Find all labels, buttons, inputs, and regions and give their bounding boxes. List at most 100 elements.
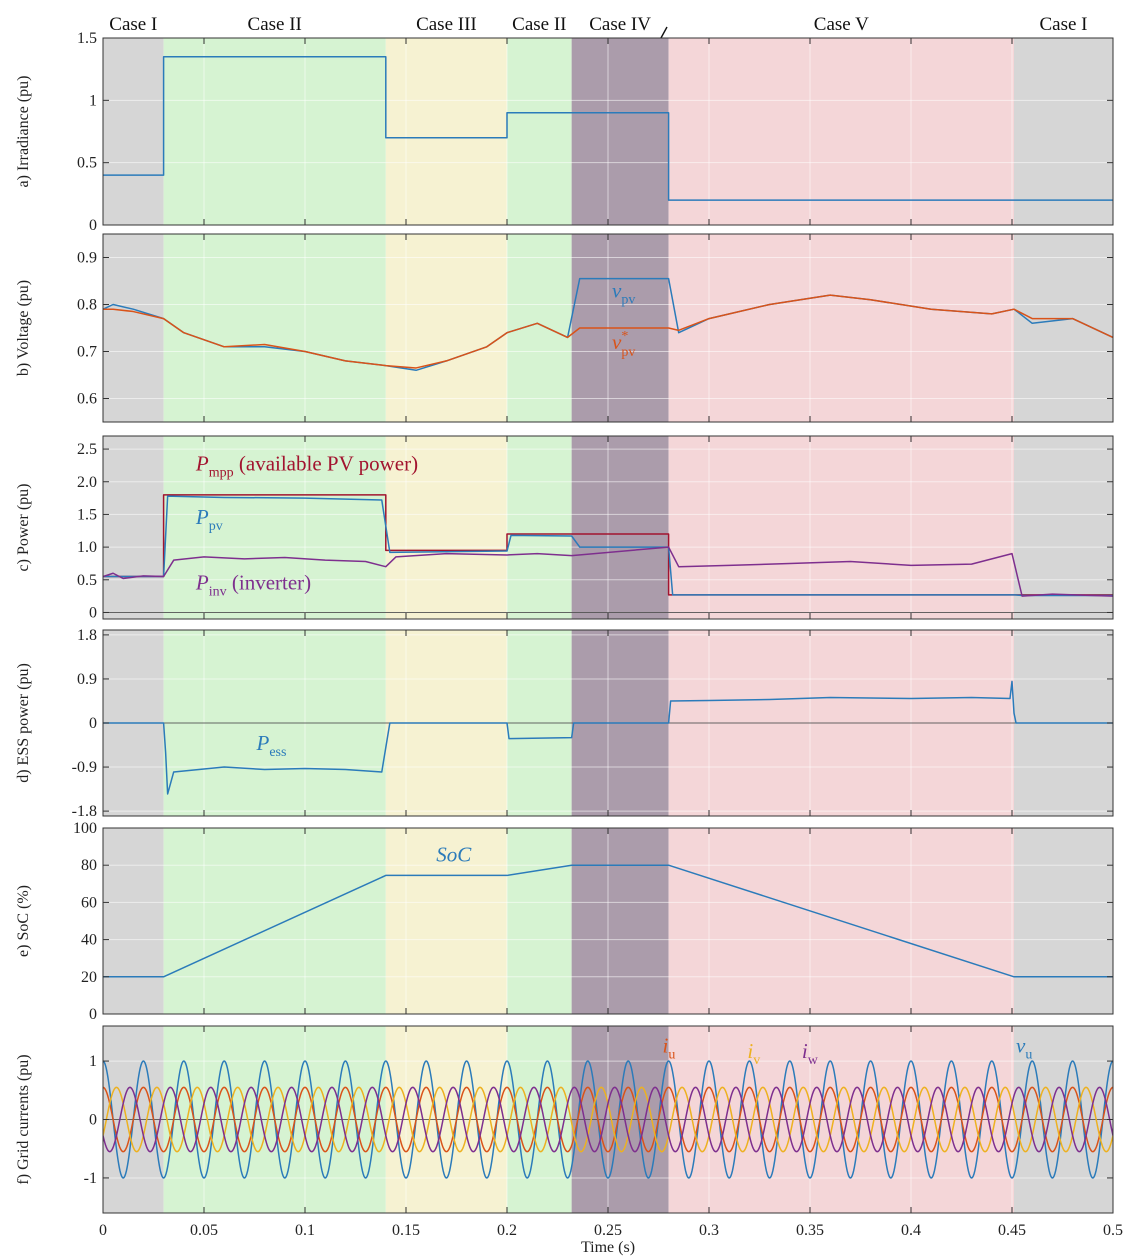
y-tick-label: -0.9 [72,759,97,776]
case-label: Case II [512,14,566,35]
case-label: Case III [416,14,477,35]
annotation-grid-0: iu [663,1033,676,1062]
x-tick-label: 0.3 [699,1222,719,1239]
case-band [1014,38,1113,225]
case-band [668,38,1015,225]
annotation-subscript: mpp [209,466,234,481]
x-tick-label: 0.2 [497,1222,517,1239]
case-band [163,38,386,225]
annotation-voltage-0: vpv [612,278,635,307]
case-band [507,436,572,619]
y-axis-label: e) SoC (%) [15,885,32,957]
y-tick-label: -1 [84,1170,97,1187]
x-tick-label: 0.35 [796,1222,824,1239]
x-tick-label: 0.45 [998,1222,1026,1239]
case-band [385,234,507,422]
annotation-symbol: P [195,505,209,529]
y-tick-label: 0 [89,217,97,234]
case-band [507,828,572,1014]
y-tick-label: 40 [81,932,97,949]
x-tick-label: 0.05 [190,1222,218,1239]
annotation-grid-2: iw [802,1039,819,1068]
series-grid-0 [103,1060,1113,1179]
case-band [1014,234,1113,422]
annotation-grid-3: vu [1016,1033,1032,1062]
y-tick-label: 1 [89,1053,97,1070]
series-group [103,494,1113,597]
case-band [163,828,386,1014]
case-band [571,436,669,619]
annotation-subscript: pv [209,519,223,534]
annotation-voltage-1: v* pv [612,329,635,360]
case-band [103,234,164,422]
y-axis-label: a) Irradiance (pu) [15,76,32,188]
case-band [103,38,164,225]
series-grid-3 [103,1086,1113,1153]
series-power-1 [103,495,1113,597]
annotation-power-2: Pinv (inverter) [195,571,311,600]
annotation-power-0: Pmpp (available PV power) [195,452,418,481]
annotation-power-1: Ppv [195,505,223,534]
annotation-ess-0: Pess [256,731,287,760]
series-group [103,1060,1113,1179]
y-tick-label: 2.0 [77,474,97,491]
y-tick-label: 2.5 [77,441,97,458]
annotation-subscript: u [668,1047,675,1062]
annotation-subscript: pv [621,345,635,360]
y-axis-label: f) Grid currents (pu) [15,1054,32,1184]
annotation-subscript: u [1025,1047,1032,1062]
annotation-symbol: P [195,452,209,476]
case-band [103,436,164,619]
annotation-superscript: * [621,329,628,344]
x-tick-label: 0.4 [901,1222,921,1239]
case-label: Case V [814,14,869,35]
case-band [103,828,164,1014]
x-tick-label: 0.25 [594,1222,622,1239]
series-group [103,680,1113,795]
panel-grid: iu iv iw vu -1 0 1 f) Grid currents (pu) [15,1025,1114,1214]
series-group [103,864,1113,978]
case-band [385,38,507,225]
annotation-symbol: P [256,731,270,755]
y-tick-label: 0 [89,715,97,732]
series-group [103,55,1113,201]
annotation-text: (inverter) [227,571,312,595]
case-band [668,436,1015,619]
annotation-soc-0: SoC [436,842,472,866]
series-voltage-1 [103,294,1113,369]
case-label: Case IV [589,14,651,35]
y-axis-label: d) ESS power (pu) [15,663,32,783]
annotation-grid-1: iv [747,1039,760,1068]
annotation-subscript: ess [269,745,286,760]
y-tick-label: 0.9 [77,250,97,267]
annotation-symbol: v [612,278,622,302]
y-axis-label: b) Voltage (pu) [15,280,32,376]
y-tick-label: 1.5 [77,506,97,523]
x-axis: 0 0.05 0.1 0.15 0.2 0.25 0.3 0.35 0.4 0.45 0.5 [99,1222,1123,1239]
y-tick-label: 0 [89,1112,97,1129]
case-band [507,38,572,225]
series-power-0 [103,494,1113,596]
y-tick-label: 0.5 [77,155,97,172]
annotation-text: (available PV power) [234,452,418,476]
case-band [571,828,669,1014]
y-tick-label: 0.5 [77,572,97,589]
y-tick-label: 0 [89,1006,97,1023]
case-label: Case I [109,14,157,35]
y-tick-label: 1 [89,92,97,109]
case-band [163,234,386,422]
case-label: Case II [248,14,302,35]
x-tick-label: 0.15 [392,1222,420,1239]
series-soc-0 [103,864,1113,978]
y-tick-label: 0.7 [77,344,97,361]
annotation-symbol: v [612,330,622,354]
case-band [668,234,1015,422]
case-band [507,234,572,422]
y-tick-label: 1.0 [77,539,97,556]
annotation-symbol: P [195,571,209,595]
x-tick-label: 0 [99,1222,107,1239]
